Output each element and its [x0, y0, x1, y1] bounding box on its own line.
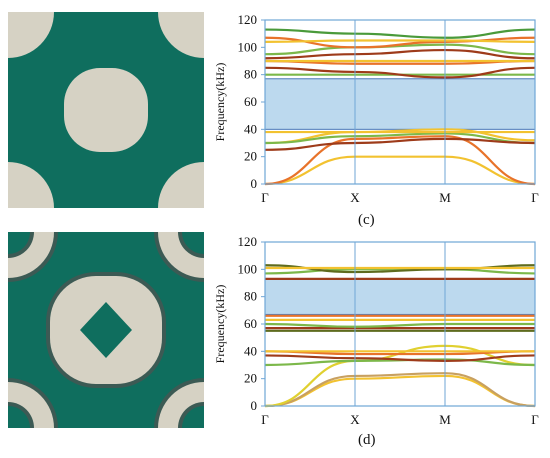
- band-c-2: [264, 128, 536, 145]
- band-d-1: [264, 372, 536, 408]
- band-d-0: [264, 374, 536, 408]
- band-c-11: [264, 43, 536, 56]
- y-tick-label: 120: [238, 234, 258, 249]
- ring-hole: [80, 302, 132, 358]
- band-d-5: [264, 350, 536, 356]
- y-tick-label: 60: [244, 94, 257, 109]
- y-axis-label: Frequency(kHz): [213, 285, 227, 364]
- y-tick-label: 100: [238, 39, 258, 54]
- unit-cell-d: [8, 232, 204, 428]
- scatterer-corner-bl: [8, 162, 54, 208]
- band-c-4: [264, 137, 536, 151]
- y-tick-label: 0: [251, 176, 258, 191]
- y-tick-label: 40: [244, 121, 257, 136]
- x-tick-label: M: [439, 190, 451, 205]
- band-c-1: [264, 135, 536, 186]
- x-tick-label: M: [439, 412, 451, 427]
- band-gap-rect: [264, 78, 536, 130]
- band-c-8: [264, 59, 536, 65]
- y-tick-label: 120: [238, 12, 258, 27]
- x-tick-label: Γ: [261, 412, 269, 427]
- band-c-10: [264, 48, 536, 60]
- band-c-7: [264, 66, 536, 79]
- x-tick-label: Γ: [531, 190, 539, 205]
- scatterer-corner-tl: [8, 12, 54, 58]
- y-tick-label: 0: [251, 398, 258, 413]
- scatterer-corner-br: [158, 162, 204, 208]
- scatterer-center: [64, 68, 148, 152]
- x-tick-label: Γ: [531, 412, 539, 427]
- y-tick-label: 100: [238, 261, 258, 276]
- band-d-13: [264, 268, 536, 275]
- scatterer-corner-tr: [158, 12, 204, 58]
- band-c-13: [264, 39, 536, 43]
- y-axis-label: Frequency(kHz): [213, 63, 227, 142]
- y-tick-label: 80: [244, 67, 257, 82]
- y-tick-label: 80: [244, 289, 257, 304]
- y-tick-label: 20: [244, 371, 257, 386]
- band-d-4: [264, 354, 536, 363]
- x-tick-label: Γ: [261, 190, 269, 205]
- caption-d: (d): [358, 432, 376, 448]
- band-d-9: [264, 322, 535, 328]
- band-c-12: [264, 36, 536, 49]
- caption-c: (c): [358, 212, 375, 228]
- y-tick-label: 40: [244, 343, 257, 358]
- x-tick-label: X: [350, 412, 360, 427]
- band-c-3: [264, 132, 536, 145]
- band-c-0: [264, 155, 536, 186]
- band-structure-plot-c: 0 20 40 60 80 100 120 Γ X M Γ Frequency(kHz): [213, 12, 539, 205]
- x-tick-label: X: [350, 190, 360, 205]
- band-c-14: [264, 28, 536, 39]
- band-structure-plot-d: 0 20 40 60 80 100 120 Γ X M Γ Frequency(kHz): [213, 234, 539, 427]
- unit-cell-c: [8, 12, 204, 208]
- y-tick-label: 60: [244, 316, 257, 331]
- band-gap-rect: [264, 278, 536, 315]
- y-tick-label: 20: [244, 149, 257, 164]
